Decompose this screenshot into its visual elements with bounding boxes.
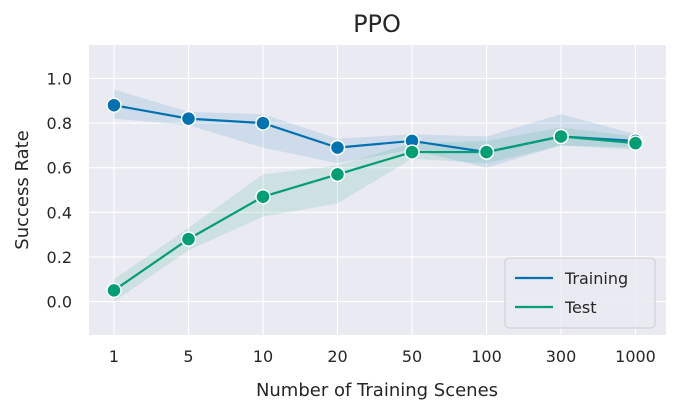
x-axis-title: Number of Training Scenes bbox=[256, 380, 498, 401]
y-tick-label: 0.6 bbox=[47, 159, 72, 178]
training-point bbox=[180, 110, 197, 127]
series-lines bbox=[113, 104, 636, 292]
x-tick-label: 5 bbox=[183, 347, 193, 366]
chart-title: PPO bbox=[353, 10, 401, 38]
y-tick-label: 0.0 bbox=[47, 293, 72, 312]
legend-label-training: Training bbox=[564, 269, 628, 288]
x-tick-labels: 1 5 10 20 50 100 300 1000 bbox=[109, 347, 656, 366]
test-point bbox=[553, 128, 569, 145]
x-tick-label: 50 bbox=[402, 347, 422, 366]
x-tick-label: 1 bbox=[109, 347, 119, 366]
x-tick-label: 1000 bbox=[615, 347, 656, 366]
x-tick-label: 300 bbox=[546, 347, 577, 366]
y-axis-title: Success Rate bbox=[12, 130, 33, 249]
test-point bbox=[255, 188, 271, 205]
legend: Training Test bbox=[504, 257, 656, 329]
training-point bbox=[329, 139, 346, 156]
y-tick-label: 0.4 bbox=[47, 203, 72, 222]
y-tick-labels: 0.0 0.2 0.4 0.6 0.8 1.0 bbox=[47, 69, 72, 311]
test-point bbox=[106, 282, 122, 299]
y-tick-label: 1.0 bbox=[47, 69, 72, 88]
test-point bbox=[404, 144, 420, 160]
training-point bbox=[106, 97, 122, 113]
x-tick-label: 10 bbox=[253, 347, 273, 366]
series-points bbox=[106, 97, 644, 299]
y-tick-label: 0.2 bbox=[47, 248, 72, 267]
test-line bbox=[113, 135, 636, 292]
test-point bbox=[627, 135, 644, 151]
test-point bbox=[329, 166, 346, 183]
training-point bbox=[255, 115, 271, 131]
test-point bbox=[478, 144, 495, 160]
x-tick-label: 100 bbox=[471, 347, 502, 366]
test-point bbox=[180, 231, 197, 247]
y-tick-label: 0.8 bbox=[47, 114, 72, 133]
x-tick-label: 20 bbox=[327, 347, 347, 366]
legend-label-test: Test bbox=[564, 298, 597, 317]
legend-box bbox=[504, 257, 656, 329]
